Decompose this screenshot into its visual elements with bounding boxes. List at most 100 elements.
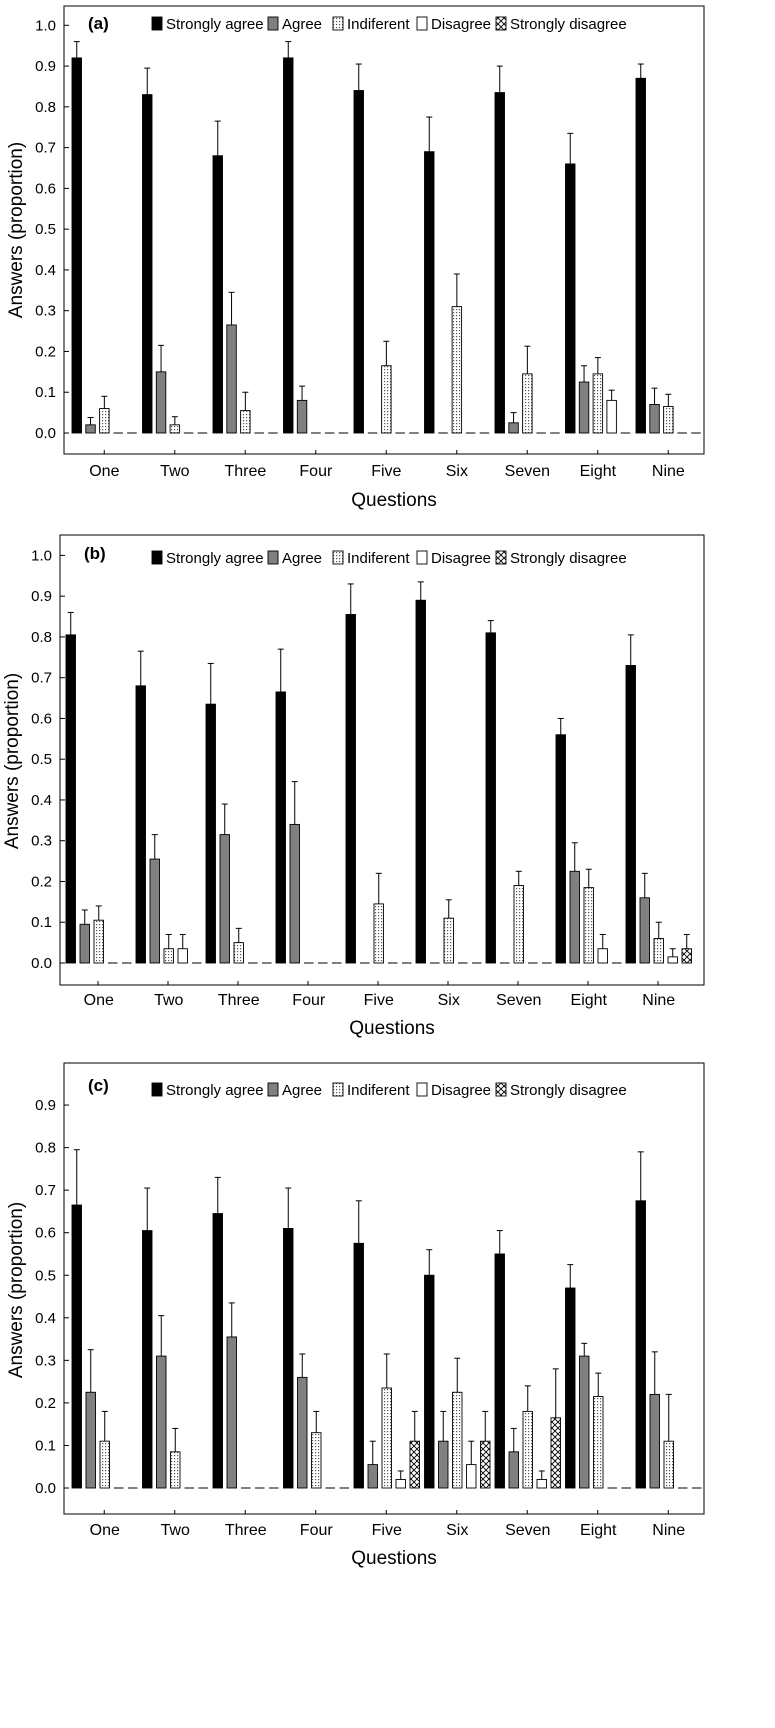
bar-disagree bbox=[108, 962, 118, 964]
bar-agree bbox=[297, 1376, 308, 1489]
bar-disagree bbox=[677, 432, 687, 434]
bar-indifferent bbox=[593, 1396, 604, 1489]
bar-agree bbox=[508, 422, 519, 434]
x-tick-label: Four bbox=[300, 1522, 334, 1539]
y-tick-label: 0.1 bbox=[31, 914, 52, 931]
bar-strongly-agree bbox=[494, 1253, 505, 1489]
bar-strongly-disagree bbox=[339, 1487, 349, 1489]
legend-label-strongly-disagree: Strongly disagree bbox=[510, 16, 627, 33]
x-tick-label: Six bbox=[446, 463, 468, 480]
panel-label: (c) bbox=[88, 1076, 109, 1095]
bar-strongly-disagree bbox=[262, 962, 272, 964]
bar-disagree bbox=[536, 432, 546, 434]
bar-strongly-disagree bbox=[542, 962, 552, 964]
y-tick-label: 0.1 bbox=[35, 1437, 56, 1454]
panel-label: (a) bbox=[88, 14, 109, 33]
bar-indifferent bbox=[522, 1410, 533, 1489]
bar-strongly-disagree bbox=[620, 432, 631, 434]
bar-agree bbox=[639, 897, 650, 964]
bar-strongly-disagree bbox=[550, 1417, 561, 1489]
legend-label-strongly-disagree: Strongly disagree bbox=[510, 550, 627, 567]
bar-indifferent bbox=[233, 942, 244, 964]
bar-strongly-agree bbox=[415, 599, 426, 964]
legend-swatch-strongly-agree bbox=[151, 550, 163, 565]
legend-label-strongly-disagree: Strongly disagree bbox=[510, 1082, 627, 1099]
y-tick-label: 0.2 bbox=[31, 873, 52, 890]
x-tick-label: Six bbox=[446, 1522, 468, 1539]
bar-strongly-agree bbox=[283, 57, 294, 434]
bar-indifferent bbox=[311, 1432, 322, 1489]
x-tick-label: Seven bbox=[505, 463, 550, 480]
bar-strongly-disagree bbox=[128, 1487, 138, 1489]
bar-disagree bbox=[678, 1487, 688, 1489]
y-axis-title: Answers (proportion) bbox=[6, 142, 27, 318]
bar-indifferent bbox=[522, 373, 533, 434]
y-tick-label: 0.7 bbox=[31, 670, 52, 687]
bar-indifferent bbox=[373, 903, 384, 964]
legend-label-indifferent: Indiferent bbox=[347, 550, 410, 567]
y-tick-label: 0.8 bbox=[31, 629, 52, 646]
bar-strongly-disagree bbox=[338, 432, 349, 434]
x-tick-label: Five bbox=[372, 1522, 402, 1539]
panel-label: (b) bbox=[84, 544, 106, 563]
bar-strongly-disagree bbox=[612, 962, 622, 964]
bar-agree bbox=[430, 962, 440, 964]
bar-indifferent bbox=[240, 410, 251, 434]
bar-agree bbox=[579, 1355, 590, 1489]
bar-agree bbox=[79, 923, 90, 964]
bar-strongly-disagree bbox=[409, 1440, 420, 1489]
bar-indifferent bbox=[451, 306, 463, 434]
y-tick-label: 0.4 bbox=[35, 1310, 56, 1327]
x-axis-title: Questions bbox=[349, 1018, 435, 1039]
bar-strongly-disagree bbox=[409, 432, 419, 434]
bar-agree bbox=[438, 1440, 449, 1489]
legend-swatch-indifferent bbox=[332, 1082, 344, 1097]
y-tick-label: 0.8 bbox=[35, 1140, 56, 1157]
y-tick-label: 0.0 bbox=[35, 425, 56, 442]
legend-swatch-indifferent bbox=[332, 16, 344, 31]
bar-strongly-agree bbox=[353, 90, 364, 434]
bar-indifferent bbox=[99, 1440, 110, 1489]
x-tick-label: One bbox=[84, 992, 114, 1009]
bar-indifferent bbox=[592, 373, 604, 434]
y-tick-label: 0.1 bbox=[35, 384, 56, 401]
legend-label-agree: Agree bbox=[282, 16, 322, 33]
y-tick-label: 0.5 bbox=[35, 221, 56, 238]
bar-indifferent bbox=[304, 962, 314, 964]
y-tick-label: 1.0 bbox=[35, 17, 56, 34]
bar-agree bbox=[149, 858, 160, 964]
y-tick-label: 0.6 bbox=[35, 1225, 56, 1242]
bar-indifferent bbox=[381, 365, 392, 434]
bar-disagree bbox=[324, 432, 335, 434]
bar-indifferent bbox=[241, 1487, 251, 1489]
x-tick-label: Nine bbox=[652, 1522, 685, 1539]
y-tick-label: 1.0 bbox=[31, 547, 52, 564]
bar-strongly-disagree bbox=[127, 432, 137, 434]
bar-disagree bbox=[254, 432, 264, 434]
bar-strongly-agree bbox=[135, 685, 146, 964]
bar-disagree bbox=[325, 1487, 335, 1489]
bar-strongly-disagree bbox=[402, 962, 412, 964]
bar-agree bbox=[649, 404, 660, 434]
bar-disagree bbox=[248, 962, 258, 964]
bar-strongly-disagree bbox=[621, 1487, 631, 1489]
bar-indifferent bbox=[381, 1387, 392, 1489]
bar-strongly-disagree bbox=[480, 1440, 491, 1489]
legend-swatch-agree bbox=[267, 1082, 279, 1097]
bar-strongly-agree bbox=[424, 1274, 435, 1489]
y-tick-label: 0.8 bbox=[35, 99, 56, 116]
legend-label-disagree: Disagree bbox=[431, 550, 491, 567]
bar-strongly-agree bbox=[212, 155, 223, 434]
bar-strongly-agree bbox=[275, 691, 286, 964]
legend-swatch-strongly-agree bbox=[151, 1082, 163, 1097]
legend-swatch-agree bbox=[267, 550, 279, 565]
legend-swatch-disagree bbox=[416, 550, 428, 565]
legend-swatch-agree bbox=[267, 16, 279, 31]
plot-frame bbox=[63, 1062, 705, 1515]
x-tick-label: Nine bbox=[652, 463, 685, 480]
bar-disagree bbox=[395, 1479, 406, 1489]
y-tick-label: 0.4 bbox=[35, 262, 56, 279]
bar-strongly-agree bbox=[71, 57, 82, 434]
bar-disagree bbox=[177, 948, 188, 964]
bar-indifferent bbox=[169, 424, 181, 434]
